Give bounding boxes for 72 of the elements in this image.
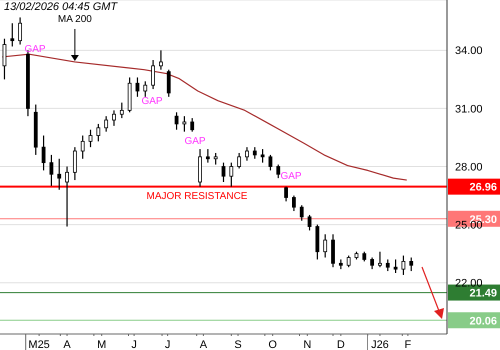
candlestick	[112, 110, 116, 126]
candlestick	[136, 76, 140, 98]
candlestick	[252, 146, 257, 160]
candlestick	[96, 123, 100, 142]
candlestick	[80, 134, 85, 160]
x-tick-label: S	[234, 339, 242, 350]
candlestick	[190, 118, 194, 132]
candlestick	[182, 116, 186, 132]
candlestick	[10, 22, 14, 48]
text: MA 200	[58, 14, 92, 25]
candlestick	[206, 148, 210, 164]
candlestick	[292, 194, 296, 212]
x-tick-label: M25	[28, 339, 50, 350]
candlestick	[362, 251, 366, 262]
candlestick	[18, 16, 22, 46]
candlestick	[268, 154, 272, 171]
annotation: GAP	[280, 171, 302, 182]
candlestick	[276, 164, 280, 179]
candlestick	[65, 166, 69, 228]
candlestick	[386, 258, 390, 272]
x-tick-label: D	[336, 339, 345, 350]
candlestick	[245, 146, 249, 162]
candlestick	[151, 59, 155, 90]
candlestick	[346, 254, 351, 268]
candlestick	[57, 158, 62, 190]
candlestick	[284, 186, 288, 202]
y-tick-label: 34.00	[455, 45, 483, 58]
candlestick	[394, 258, 398, 274]
candlestick	[402, 254, 406, 276]
x-tick-label: O	[268, 339, 278, 350]
candlestick	[300, 204, 304, 222]
candlestick	[222, 162, 226, 183]
candlestick	[42, 134, 46, 171]
candlestick	[143, 80, 148, 98]
x-tick-label: A	[200, 339, 208, 350]
candlestick	[2, 38, 6, 80]
annotation: MAJOR RESISTANCE	[146, 191, 248, 202]
candlestick	[338, 258, 343, 270]
candlestick	[378, 251, 382, 268]
x-tick-label: N	[303, 339, 312, 350]
x-tick-label: J26	[371, 339, 389, 350]
x-tick-label: J	[131, 339, 137, 350]
ref-line-label: 21.49	[469, 288, 497, 300]
candlestick	[214, 152, 218, 166]
ref-line-label: 20.06	[469, 315, 497, 328]
candlestick	[159, 50, 163, 70]
y-tick-label: 31.00	[455, 103, 483, 116]
candlestick	[260, 148, 265, 164]
candlestick	[166, 69, 171, 98]
candlestick	[104, 116, 108, 132]
x-tick-label: J	[164, 339, 170, 350]
candlestick	[308, 214, 312, 232]
annotation: GAP	[24, 44, 46, 55]
annotation: GAP	[184, 136, 206, 147]
candlestick	[331, 234, 335, 268]
candlestick	[50, 154, 54, 186]
y-tick-label: 28.00	[455, 161, 483, 174]
candlestick	[120, 102, 124, 119]
candlestick	[237, 152, 242, 170]
x-tick-label: M	[97, 339, 106, 350]
candlestick	[370, 256, 374, 270]
candlestick	[323, 234, 328, 258]
candlestick	[229, 162, 234, 188]
x-tick-label: F	[404, 339, 412, 350]
x-tick-label: A	[63, 339, 72, 350]
chart-title: 13/02/2026 04:45 GMT	[4, 1, 118, 13]
candlestick	[409, 256, 414, 272]
ref-line-label: 26.96	[469, 182, 497, 194]
candlestick	[88, 129, 92, 148]
candlestick	[72, 146, 77, 181]
annotation: GAP	[141, 96, 163, 107]
candlestick	[174, 112, 178, 130]
